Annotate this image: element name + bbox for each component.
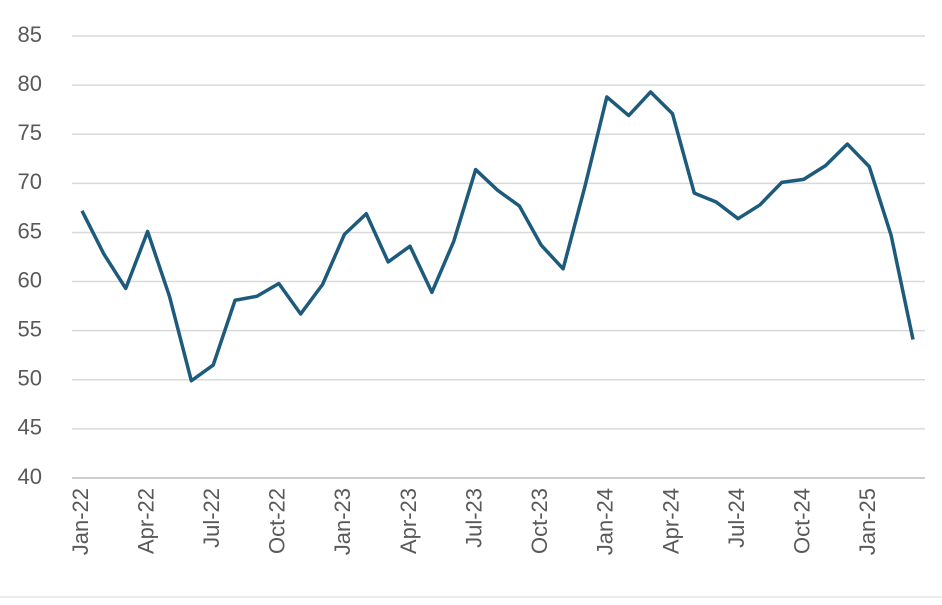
x-tick-label: Oct-22 xyxy=(265,488,290,554)
y-tick-label: 75 xyxy=(18,120,42,145)
x-tick-label: Apr-23 xyxy=(396,488,421,554)
y-tick-label: 65 xyxy=(18,218,42,243)
x-tick-label: Jul-24 xyxy=(724,488,749,548)
y-tick-label: 40 xyxy=(18,464,42,489)
x-tick-label: Jul-22 xyxy=(199,488,224,548)
y-tick-label: 50 xyxy=(18,366,42,391)
x-tick-label: Apr-24 xyxy=(658,488,683,554)
x-tick-label: Jan-25 xyxy=(855,488,880,555)
x-tick-label: Oct-23 xyxy=(527,488,552,554)
y-tick-label: 45 xyxy=(18,415,42,440)
x-tick-label: Jan-24 xyxy=(593,488,618,555)
y-tick-label: 60 xyxy=(18,267,42,292)
y-tick-label: 55 xyxy=(18,316,42,341)
x-tick-label: Jan-22 xyxy=(68,488,93,555)
y-tick-label: 80 xyxy=(18,71,42,96)
y-tick-label: 85 xyxy=(18,22,42,47)
y-tick-label: 70 xyxy=(18,169,42,194)
x-tick-label: Oct-24 xyxy=(789,488,814,554)
x-tick-label: Jul-23 xyxy=(461,488,486,548)
data-line xyxy=(80,90,915,383)
x-tick-label: Jan-23 xyxy=(330,488,355,555)
x-tick-label: Apr-22 xyxy=(133,488,158,554)
